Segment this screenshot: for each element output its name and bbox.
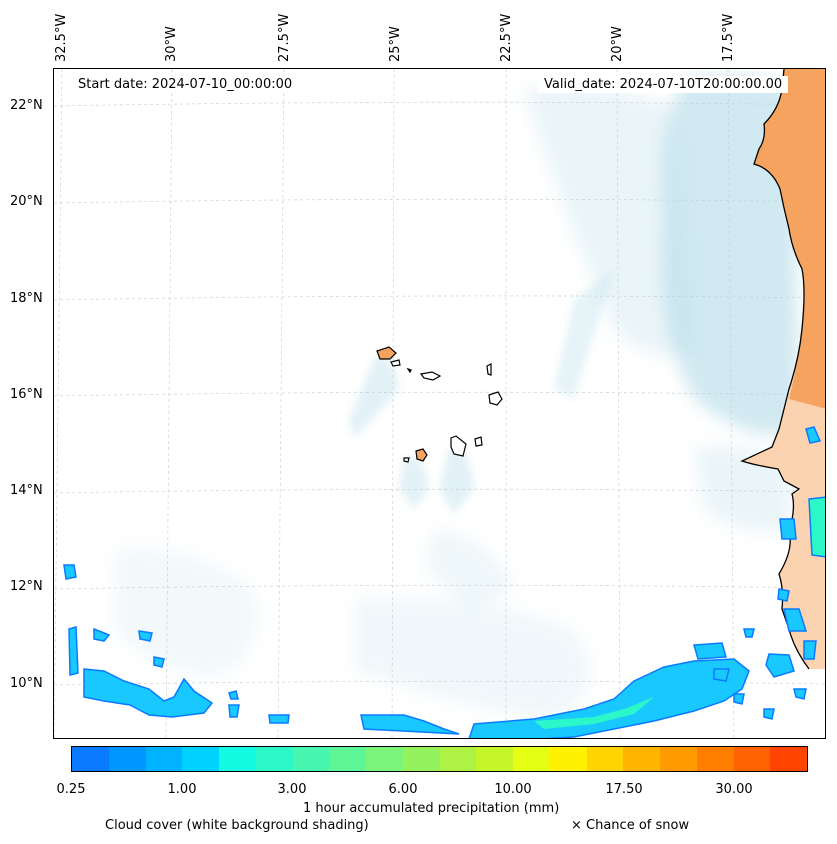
lon-label-27-5w: 27.5°W	[277, 13, 292, 62]
colorbar-swatch	[72, 747, 109, 771]
map-panel	[53, 68, 826, 739]
precipitation-colorbar	[71, 746, 808, 772]
colorbar-swatch	[329, 747, 366, 771]
colorbar-title: 1 hour accumulated precipitation (mm)	[303, 801, 560, 816]
colorbar-swatch	[513, 747, 550, 771]
colorbar-tick-0-25: 0.25	[56, 782, 86, 797]
snow-legend: × Chance of snow	[571, 818, 690, 833]
cape-verde-islands	[376, 346, 503, 463]
lat-label-10n: 10°N	[10, 676, 43, 691]
cloud-cover-shading	[114, 75, 799, 719]
colorbar-swatch	[402, 747, 440, 771]
colorbar-tick-10-00: 10.00	[494, 782, 532, 797]
valid-date-label: Valid_date: 2024-07-10T20:00:00.00	[538, 76, 789, 93]
colorbar-swatch	[439, 747, 477, 771]
lon-label-32-5w: 32.5°W	[54, 13, 69, 62]
colorbar-swatch	[476, 747, 513, 771]
colorbar-swatch	[292, 747, 330, 771]
map-canvas	[54, 69, 825, 738]
colorbar-swatch	[366, 747, 403, 771]
africa-land	[740, 69, 825, 670]
colorbar-swatch	[255, 747, 293, 771]
colorbar-swatch	[733, 747, 771, 771]
colorbar-swatch	[219, 747, 256, 771]
colorbar-swatch	[549, 747, 587, 771]
colorbar-swatch	[586, 747, 624, 771]
colorbar-tick-6-00: 6.00	[388, 782, 418, 797]
colorbar-tick-3-00: 3.00	[277, 782, 307, 797]
colorbar-tick-1-00: 1.00	[167, 782, 197, 797]
start-date-label: Start date: 2024-07-10_00:00:00	[72, 76, 299, 93]
lat-label-16n: 16°N	[10, 387, 43, 402]
lat-label-22n: 22°N	[10, 98, 43, 113]
lat-label-14n: 14°N	[10, 483, 43, 498]
colorbar-swatch	[145, 747, 183, 771]
colorbar-swatch	[770, 747, 807, 771]
lat-label-18n: 18°N	[10, 291, 43, 306]
lon-label-30w: 30°W	[164, 26, 179, 62]
lon-label-20w: 20°W	[610, 26, 625, 62]
lon-label-22-5w: 22.5°W	[499, 13, 514, 62]
colorbar-swatch	[182, 747, 219, 771]
lat-label-20n: 20°N	[10, 194, 43, 209]
colorbar-tick-30-00: 30.00	[715, 782, 753, 797]
colorbar-swatch	[696, 747, 734, 771]
precipitation-regions	[63, 426, 825, 738]
colorbar-tick-17-50: 17.50	[605, 782, 643, 797]
cloud-cover-legend: Cloud cover (white background shading)	[105, 818, 369, 833]
colorbar-swatch	[623, 747, 660, 771]
lon-label-25w: 25°W	[388, 26, 403, 62]
colorbar-swatch	[108, 747, 146, 771]
lat-label-12n: 12°N	[10, 579, 43, 594]
colorbar-swatch	[660, 747, 697, 771]
lon-label-17-5w: 17.5°W	[721, 13, 736, 62]
